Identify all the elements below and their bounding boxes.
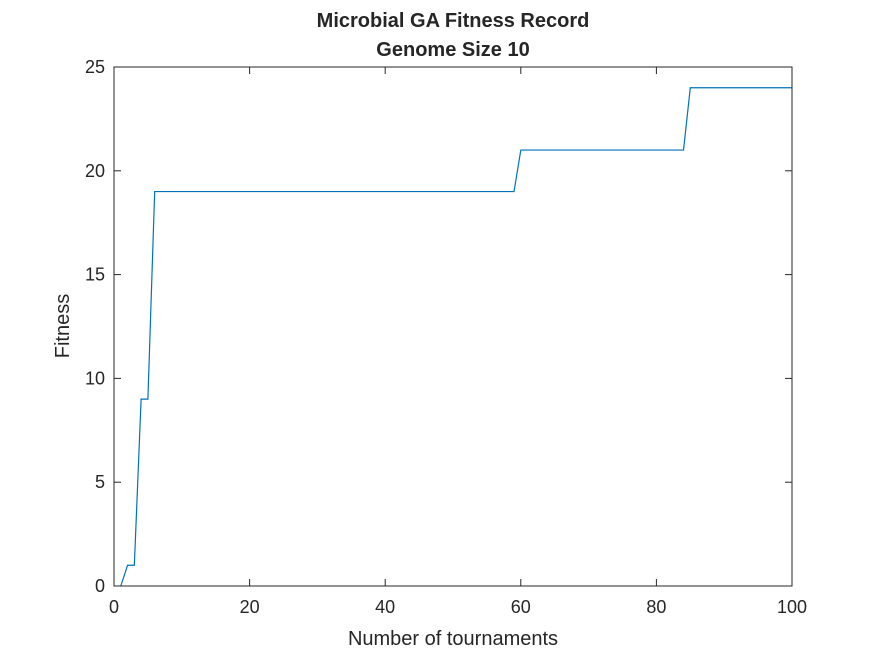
axes-box	[113, 66, 793, 587]
y-tick-label: 25	[85, 57, 105, 77]
series-line	[120, 87, 792, 587]
y-tick-label: 0	[95, 576, 105, 596]
y-tick-label: 20	[85, 161, 105, 181]
x-tick-label: 40	[375, 597, 395, 617]
chart-title-line: Genome Size 10	[376, 39, 529, 61]
y-tick-label: 5	[95, 472, 105, 492]
series-group	[120, 87, 792, 587]
y-axis-ticks: 0 5 10 15 20 25	[85, 57, 792, 596]
x-tick-label: 0	[109, 597, 119, 617]
plot-area	[114, 67, 792, 586]
y-axis-label: Fitness	[52, 294, 74, 358]
x-tick-label: 20	[240, 597, 260, 617]
x-axis-ticks: 0 20 40 60 80 100	[109, 67, 807, 617]
chart-title: Microbial GA Fitness Record Genome Size 1…	[317, 10, 590, 61]
y-tick-label: 15	[85, 265, 105, 285]
x-tick-label: 80	[646, 597, 666, 617]
x-tick-label: 60	[511, 597, 531, 617]
y-tick-label: 10	[85, 368, 105, 388]
x-axis-label: Number of tournaments	[348, 628, 558, 650]
axes	[113, 66, 793, 587]
x-tick-label: 100	[777, 597, 807, 617]
chart-title-line: Microbial GA Fitness Record	[317, 10, 590, 32]
